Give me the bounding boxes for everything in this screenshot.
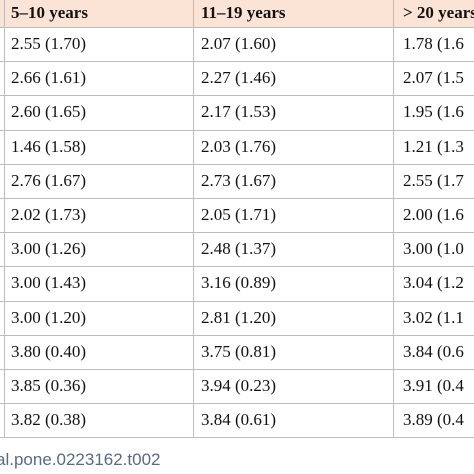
header-rule (0, 27, 474, 28)
table-cell: 2.05 (1.71) (201, 205, 277, 224)
table-cell: 3.84 (0.6 (403, 341, 464, 361)
table-cell: 2.60 (1.65) (11, 102, 87, 122)
table-cell: 3.94 (0.23) (201, 376, 277, 395)
column-divider (4, 0, 5, 437)
table-cell: 3.02 (1.1 (403, 307, 464, 327)
header-background (0, 0, 474, 27)
table-cell: 2.07 (1.60) (201, 34, 277, 53)
table-cell: 3.04 (1.2 (403, 273, 464, 293)
row-rule (0, 335, 474, 336)
row-rule (0, 437, 474, 438)
column-header: 11–19 years (201, 3, 286, 22)
column-header: 5–10 years (11, 3, 88, 22)
table-cell: 3.84 (0.61) (201, 410, 277, 430)
table-cell: 2.81 (1.20) (201, 307, 277, 327)
table-cell: 3.00 (1.0 (403, 239, 464, 259)
table-cell: 2.73 (1.67) (201, 170, 277, 190)
row-rule (0, 198, 474, 199)
table-cell: 2.17 (1.53) (201, 102, 277, 122)
row-rule (0, 164, 474, 165)
table-cell: 3.82 (0.38) (11, 410, 87, 430)
table-cell: 3.85 (0.36) (11, 376, 87, 395)
row-rule (0, 369, 474, 370)
table-cell: 2.00 (1.6 (403, 205, 464, 224)
table-cell: 3.89 (0.4 (403, 410, 464, 430)
table-cell: 3.80 (0.40) (11, 341, 87, 361)
row-rule (0, 61, 474, 62)
table-cell: 2.27 (1.46) (201, 68, 277, 88)
row-rule (0, 266, 474, 267)
table-cell: 2.07 (1.5 (403, 68, 464, 88)
column-header: > 20 years (403, 3, 474, 22)
table-cell: 3.91 (0.4 (403, 376, 464, 395)
table-cell: 2.02 (1.73) (11, 205, 87, 224)
table-cell: 3.00 (1.20) (11, 307, 87, 327)
table-cell: 3.16 (0.89) (201, 273, 277, 293)
table-cell: 1.95 (1.6 (403, 102, 464, 122)
column-divider (193, 0, 194, 437)
table-cell: 2.48 (1.37) (201, 239, 277, 259)
table-cell: 2.55 (1.70) (11, 34, 87, 53)
doi-footer: al.pone.0223162.t002 (0, 450, 161, 469)
row-rule (0, 95, 474, 96)
table-cell: 1.78 (1.6 (403, 34, 464, 53)
table-cell: 3.00 (1.26) (11, 239, 87, 259)
table-cell: 2.76 (1.67) (11, 170, 87, 190)
table-cell: 2.55 (1.7 (403, 170, 464, 190)
column-divider (393, 0, 394, 437)
row-rule (0, 403, 474, 404)
row-rule (0, 130, 474, 131)
table-cell: 2.03 (1.76) (201, 136, 277, 156)
row-rule (0, 232, 474, 233)
table-cell: 1.46 (1.58) (11, 136, 87, 156)
table-cell: 3.00 (1.43) (11, 273, 87, 293)
table-cell: 2.66 (1.61) (11, 68, 87, 88)
table-cell: 3.75 (0.81) (201, 341, 277, 361)
row-rule (0, 301, 474, 302)
table-cell: 1.21 (1.3 (403, 136, 464, 156)
